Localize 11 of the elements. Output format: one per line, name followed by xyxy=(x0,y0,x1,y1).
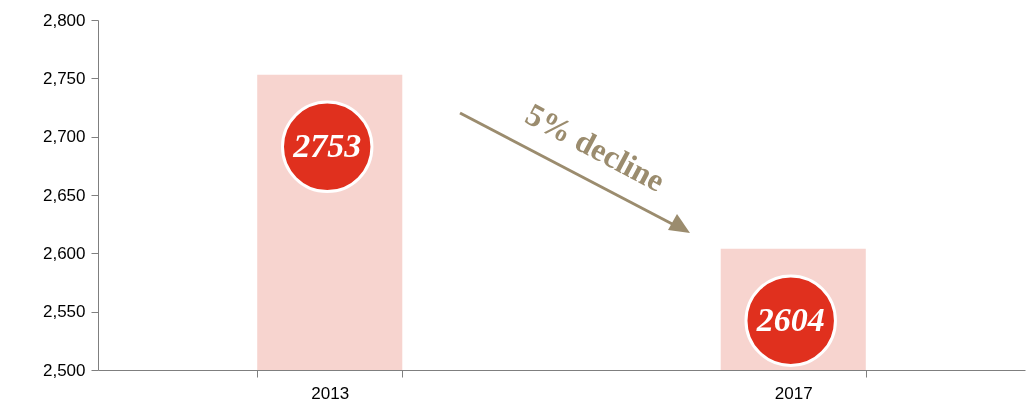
y-tick-label: 2,500 xyxy=(42,360,86,380)
x-tick-label: 2013 xyxy=(311,383,350,403)
y-tick-label: 2,800 xyxy=(42,10,86,30)
data-label: 2604 xyxy=(755,300,825,338)
y-tick-label: 2,750 xyxy=(42,68,86,88)
y-tick-label: 2,650 xyxy=(42,185,86,205)
y-tick-label: 2,600 xyxy=(42,243,86,263)
x-tick-label: 2017 xyxy=(774,383,813,403)
y-tick-label: 2,550 xyxy=(42,302,86,322)
y-tick-label: 2,700 xyxy=(42,127,86,147)
data-label: 2753 xyxy=(292,126,362,164)
